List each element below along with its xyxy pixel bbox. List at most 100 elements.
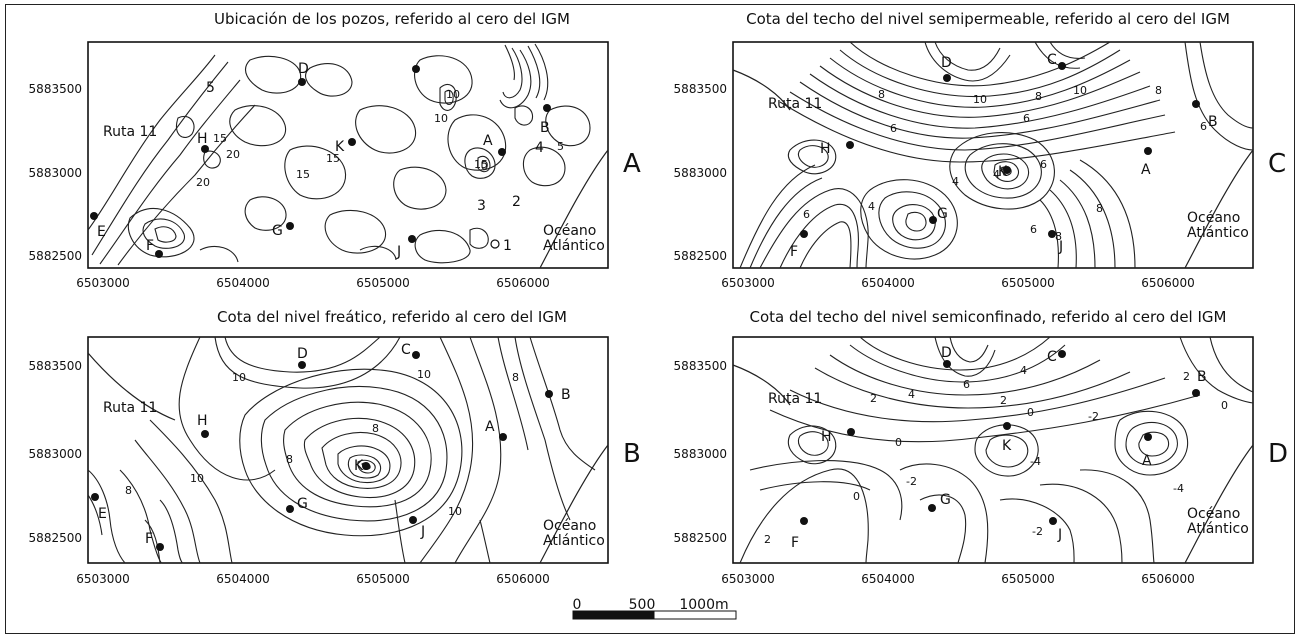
- panel-d: Cota del techo del nivel semiconfinado, …: [674, 308, 1288, 586]
- scale-bar-label: 0: [573, 597, 582, 613]
- well-label: H: [820, 141, 831, 157]
- panel-a-x-tick: 6503000: [76, 276, 129, 290]
- well-marker: [543, 104, 551, 112]
- well-label: D: [298, 61, 309, 77]
- panel-b-contour-labels: 10 10 8 8 8 10 8 10: [125, 368, 519, 518]
- well-marker: [408, 235, 416, 243]
- well-label: H: [821, 429, 832, 445]
- well-marker: [1144, 433, 1152, 441]
- contour-label: 10: [232, 371, 246, 384]
- panel-c-ocean-label: Atlántico: [1187, 225, 1249, 241]
- contour-label: 8: [1055, 230, 1062, 243]
- well-label: F: [791, 535, 799, 551]
- panel-a-ocean-label: Atlántico: [543, 238, 605, 254]
- panel-d-route-label: Ruta 11: [768, 391, 822, 407]
- contour-label: 8: [1155, 84, 1162, 97]
- panel-a-map-box: [87, 41, 609, 269]
- contour-label: 6: [1030, 223, 1037, 236]
- panel-d-ocean-label: Atlántico: [1187, 521, 1249, 537]
- well-marker: [846, 141, 854, 149]
- contour-label: 15: [213, 132, 227, 145]
- panel-d-letter: D: [1268, 439, 1288, 469]
- panel-b-ocean-label: Océano: [543, 518, 596, 534]
- contour-label: 2: [870, 392, 877, 405]
- well-marker: [800, 230, 808, 238]
- well-label: A: [483, 133, 493, 149]
- panel-c-letter: C: [1268, 149, 1286, 179]
- panel-c-route-label: Ruta 11: [768, 96, 822, 112]
- panel-c-contours: [739, 41, 1254, 269]
- well-label: B: [540, 120, 550, 136]
- panel-d-contours: [739, 336, 1254, 564]
- contour-label: 8: [372, 422, 379, 435]
- panel-d-y-tick: 5883000: [674, 447, 727, 461]
- well-label: G: [272, 223, 283, 239]
- contour-label: -2: [906, 475, 917, 488]
- well-marker: [943, 360, 951, 368]
- panel-c: Cota del techo del nivel semipermeable, …: [674, 10, 1287, 290]
- well-label: C: [1047, 349, 1057, 365]
- well-marker: [545, 390, 553, 398]
- point-marker: [490, 239, 500, 249]
- contour-label: 8: [125, 484, 132, 497]
- contour-label: 6: [1023, 112, 1030, 125]
- panel-b-x-tick: 6506000: [496, 572, 549, 586]
- contour-label: -2: [1032, 525, 1043, 538]
- panel-d-x-tick: 6506000: [1141, 572, 1194, 586]
- panel-b-route-label: Ruta 11: [103, 400, 157, 416]
- well-label: B: [1197, 369, 1207, 385]
- panel-d-x-tick: 6505000: [1001, 572, 1054, 586]
- contour-label: 15: [474, 158, 488, 171]
- panel-c-route-line: [732, 69, 791, 111]
- panel-c-x-tick: 6505000: [1001, 276, 1054, 290]
- panel-d-route-line: [732, 364, 791, 406]
- contour-label: 20: [196, 176, 210, 189]
- panel-b-letter: B: [623, 439, 641, 469]
- well-label: F: [145, 531, 153, 547]
- panel-a-letter: A: [623, 149, 641, 179]
- panel-c-contour-labels: 8 10 8 10 8 6 6 6 4 4 4 6 6 8 8 6: [803, 84, 1207, 243]
- well-marker: [800, 517, 808, 525]
- contour-label: 8: [286, 453, 293, 466]
- panel-b-x-tick: 6504000: [216, 572, 269, 586]
- well-label: A: [485, 419, 495, 435]
- contour-label: 8: [1035, 90, 1042, 103]
- contour-label: 10: [448, 505, 462, 518]
- contour-label: 10: [190, 472, 204, 485]
- well-marker: [928, 504, 936, 512]
- well-label: G: [940, 492, 951, 508]
- contour-label: 4: [868, 200, 875, 213]
- contour-label: 20: [226, 148, 240, 161]
- well-marker: [943, 74, 951, 82]
- well-marker: [1058, 350, 1066, 358]
- panel-b-x-tick: 6503000: [76, 572, 129, 586]
- panel-a-route-label: Ruta 11: [103, 124, 157, 140]
- contour-label: 2: [764, 533, 771, 546]
- well-label: J: [420, 524, 425, 540]
- panel-a-contour-labels: 15 20 15 15 20 10 10 15 5: [196, 88, 564, 189]
- panel-a-ocean-label: Océano: [543, 223, 596, 239]
- contour-label: 10: [417, 368, 431, 381]
- well-marker: [1192, 389, 1200, 397]
- panel-c-coastline: [1184, 149, 1254, 269]
- panel-c-x-tick: 6506000: [1141, 276, 1194, 290]
- well-label: J: [1057, 527, 1062, 543]
- contour-label: 10: [434, 112, 448, 125]
- panel-d-coastline: [1184, 444, 1254, 564]
- contour-label: 15: [296, 168, 310, 181]
- well-marker: [847, 428, 855, 436]
- well-marker: [1003, 166, 1011, 174]
- contour-label: 6: [1040, 158, 1047, 171]
- well-marker: [286, 505, 294, 513]
- panel-b-wells: D C H K A B E F G J: [91, 342, 571, 551]
- panel-c-ocean-label: Océano: [1187, 210, 1240, 226]
- well-label: K: [354, 458, 364, 474]
- panel-d-x-tick: 6503000: [721, 572, 774, 586]
- well-label: C: [1047, 52, 1057, 68]
- well-marker: [412, 65, 420, 73]
- contour-label: -4: [1030, 455, 1041, 468]
- well-marker: [1058, 62, 1066, 70]
- point-label: 3: [477, 198, 486, 214]
- well-label: D: [941, 345, 952, 361]
